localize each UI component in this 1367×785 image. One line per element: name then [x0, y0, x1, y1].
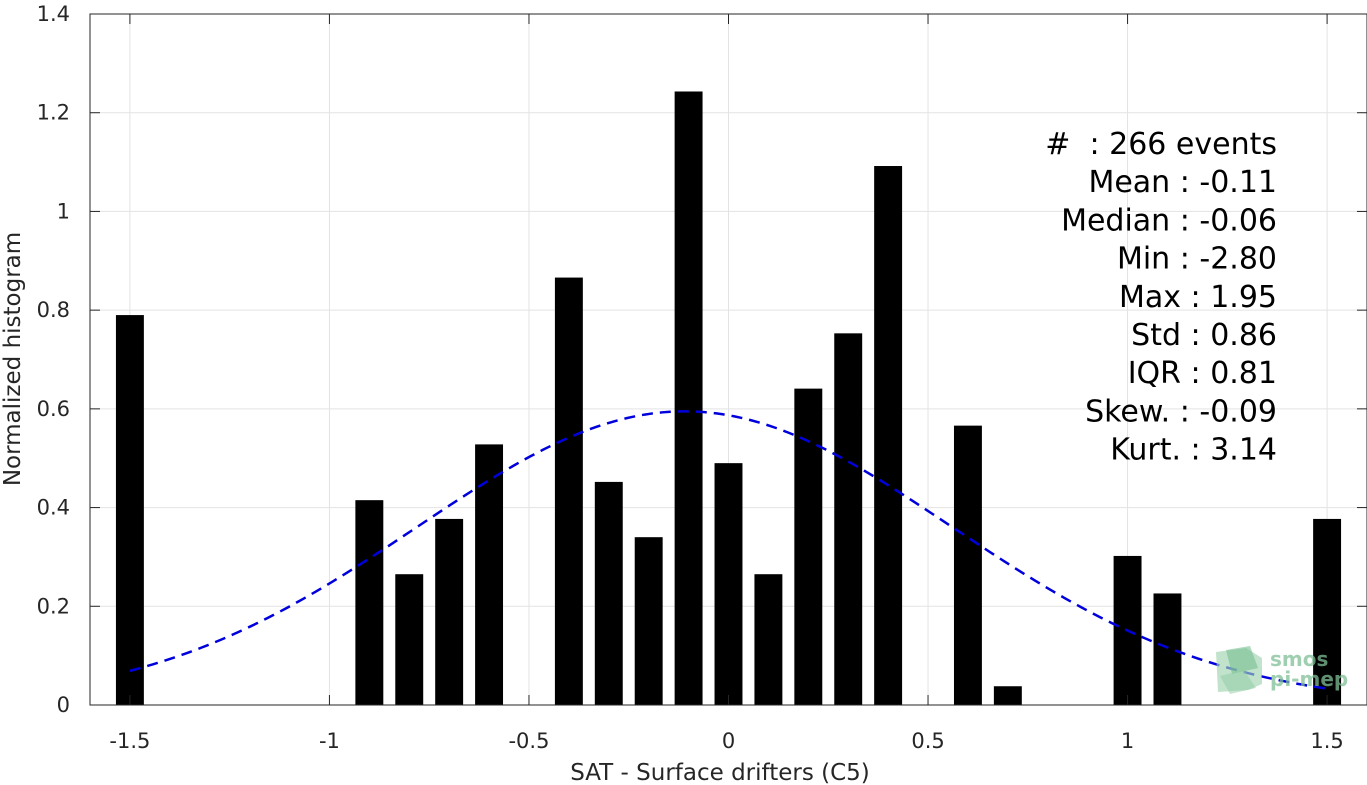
bar-14	[953, 425, 982, 705]
logo-text-line1: smos	[1270, 647, 1328, 671]
y-tick-label-6: 1.2	[37, 101, 70, 125]
bar-15	[993, 686, 1022, 705]
y-tick-labels: 0 0.2 0.4 0.6 0.8 1 1.2 1.4	[37, 2, 70, 717]
bar-18	[1313, 518, 1342, 705]
y-tick-label-4: 0.8	[37, 298, 70, 322]
x-tick-label-2: -0.5	[508, 729, 549, 753]
stats-line-6: IQR : 0.81	[1128, 356, 1277, 391]
bar-5	[554, 277, 583, 705]
bar-13	[874, 166, 903, 705]
y-tick-label-0: 0	[57, 693, 70, 717]
stats-line-4: Max : 1.95	[1119, 280, 1277, 315]
grid	[90, 13, 1367, 706]
y-tick-label-2: 0.4	[37, 496, 70, 520]
y-tick-label-5: 1	[57, 199, 70, 223]
logo-text-line2: pi-mep	[1270, 667, 1348, 691]
stats-line-5: Std : 0.86	[1131, 318, 1277, 353]
y-tick-label-7: 1.4	[37, 2, 70, 26]
bar-4	[475, 444, 504, 705]
bar-12	[834, 333, 863, 705]
bar-11	[794, 388, 823, 705]
y-axis-label: Normalized histogram	[0, 232, 26, 486]
normal-fit-curve	[129, 410, 1328, 690]
x-tick-label-1: -1	[319, 729, 340, 753]
smos-pimep-logo: smos pi-mep	[1216, 646, 1348, 694]
bar-6	[594, 481, 623, 705]
ticks	[90, 13, 1367, 706]
bar-9	[714, 463, 743, 705]
logo-icon	[1216, 646, 1262, 694]
bar-0	[115, 315, 144, 705]
y-tick-label-3: 0.6	[37, 397, 70, 421]
x-tick-label-6: 1.5	[1310, 729, 1343, 753]
y-tick-label-1: 0.2	[37, 594, 70, 618]
x-tick-label-5: 1	[1121, 729, 1134, 753]
x-tick-label-0: -1.5	[109, 729, 150, 753]
x-tick-label-4: 0.5	[911, 729, 944, 753]
bar-8	[674, 91, 703, 705]
stats-line-7: Skew. : -0.09	[1085, 394, 1277, 429]
x-tick-label-3: 0	[722, 729, 735, 753]
x-axis-label: SAT - Surface drifters (C5)	[570, 760, 870, 785]
stats-line-1: Mean : -0.11	[1088, 165, 1277, 200]
bar-7	[634, 537, 663, 705]
bar-17	[1153, 593, 1182, 705]
bar-10	[754, 574, 783, 705]
bar-1	[355, 500, 384, 705]
stats-line-3: Min : -2.80	[1117, 242, 1277, 277]
stats-line-8: Kurt. : 3.14	[1110, 433, 1277, 468]
stats-line-0: # : 266 events	[1045, 127, 1277, 162]
stats-line-2: Median : -0.06	[1061, 203, 1277, 238]
bars	[115, 91, 1342, 705]
x-tick-labels: -1.5 -1 -0.5 0 0.5 1 1.5	[109, 729, 1343, 753]
bar-3	[435, 518, 464, 705]
bar-2	[395, 574, 424, 705]
